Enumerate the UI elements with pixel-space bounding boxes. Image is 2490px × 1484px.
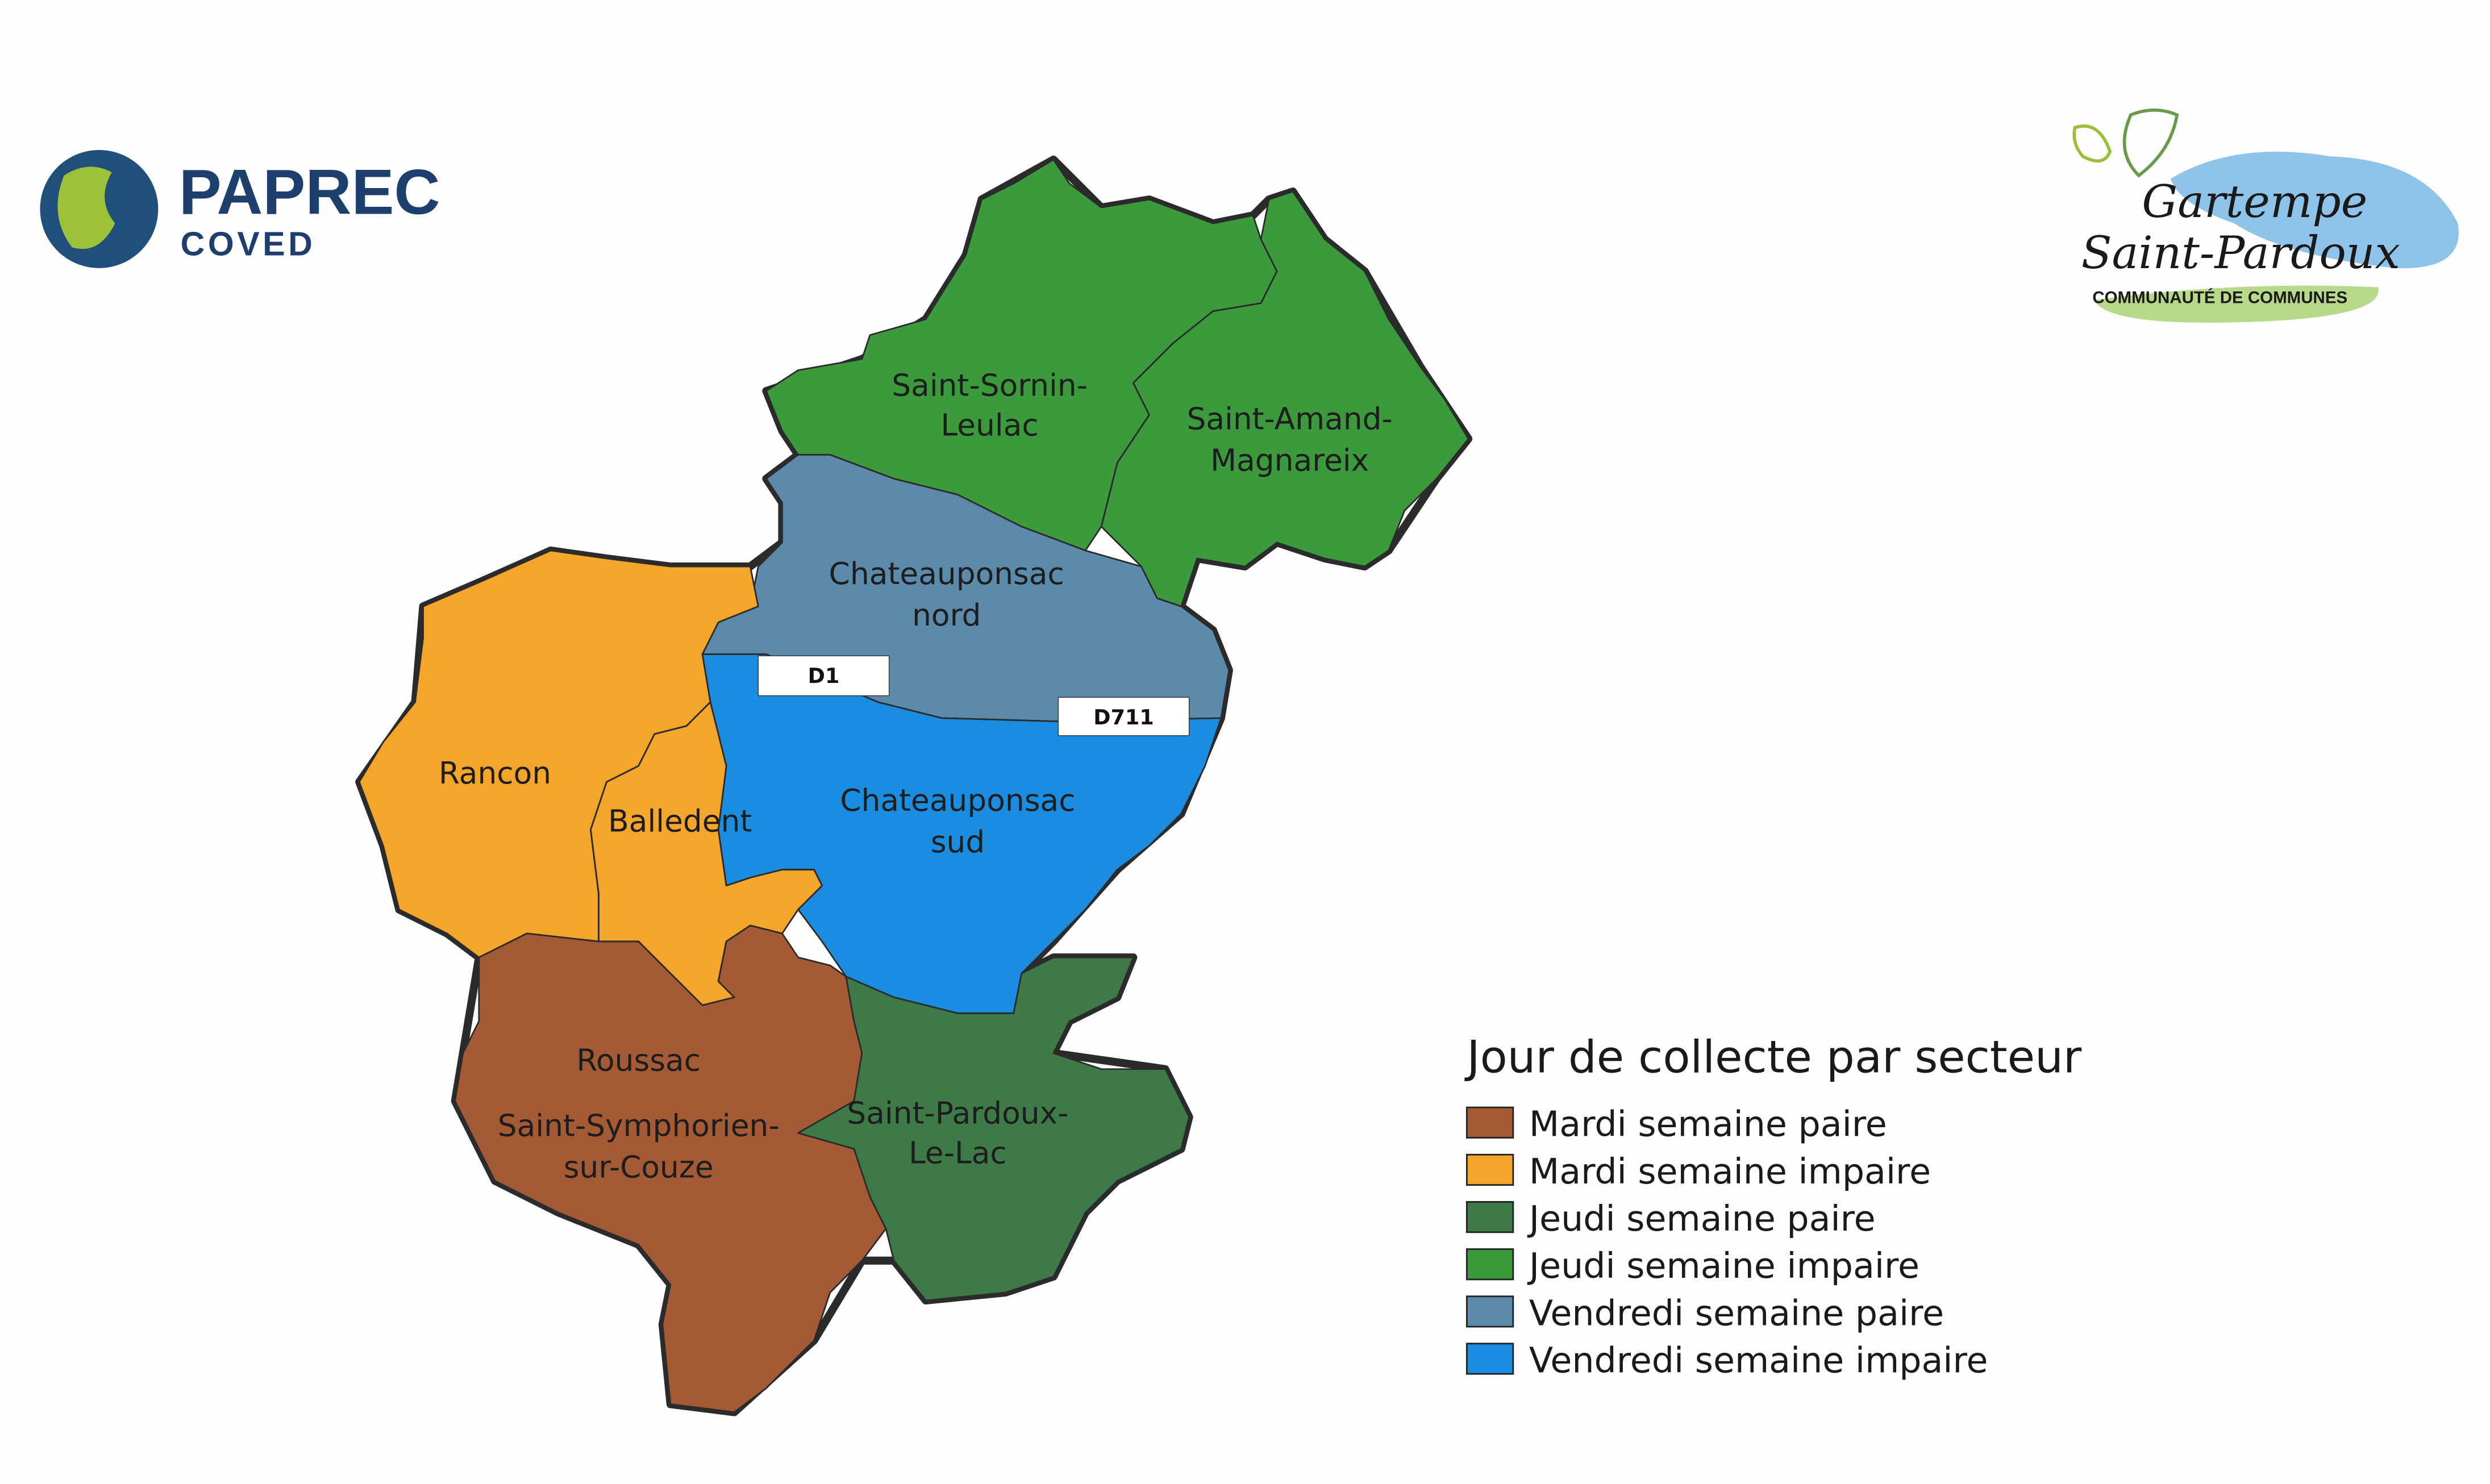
label-saint-sornin-leulac-1: Saint-Sornin- <box>892 368 1088 403</box>
legend-label: Vendredi semaine paire <box>1529 1293 1944 1333</box>
paprec-logo-text: PAPREC <box>179 156 440 227</box>
legend-label: Vendredi semaine impaire <box>1529 1340 1988 1381</box>
legend-swatch <box>1465 1153 1514 1186</box>
legend-label: Jeudi semaine paire <box>1527 1198 1876 1239</box>
label-chateauponsac-nord-1: Chateauponsac <box>829 556 1064 591</box>
paprec-logo: PAPREC COVED <box>40 150 440 268</box>
road-label-d1: D1 <box>757 655 890 697</box>
gartempe-logo: Gartempe Saint-Pardoux COMMUNAUTÉ DE COM… <box>2072 108 2459 323</box>
legend-title: Jour de collecte par secteur <box>1464 1031 2082 1083</box>
sector-saint-pardoux-le-lac <box>797 956 1190 1302</box>
label-chateauponsac-sud-1: Chateauponsac <box>840 782 1075 818</box>
paprec-logo-leaf-icon <box>57 166 115 249</box>
legend-label: Mardi semaine impaire <box>1529 1151 1931 1192</box>
gartempe-logo-grass <box>2094 285 2379 323</box>
leaf-icon <box>2122 108 2179 178</box>
legend-item: Jeudi semaine paire <box>1465 1198 1876 1239</box>
label-saint-pardoux-2: Le-Lac <box>909 1135 1007 1170</box>
sector-saint-amand-magnareix <box>1100 190 1469 607</box>
legend-swatch <box>1465 1343 1514 1375</box>
legend-swatch <box>1465 1248 1514 1281</box>
legend-swatch <box>1465 1295 1514 1328</box>
label-saint-amand-magnareix-2: Magnareix <box>1210 443 1369 478</box>
legend-item: Mardi semaine impaire <box>1465 1151 1931 1192</box>
legend-item: Jeudi semaine impaire <box>1465 1245 1919 1286</box>
legend-item: Vendredi semaine paire <box>1465 1293 1944 1333</box>
gartempe-logo-subtext: COMMUNAUTÉ DE COMMUNES <box>2092 288 2347 307</box>
sector-map: D1 D711 Saint-Sornin- Leulac Saint-Amand… <box>355 155 1473 1416</box>
legend-label: Mardi semaine paire <box>1529 1104 1887 1145</box>
gartempe-logo-cloud <box>2170 151 2459 269</box>
legend-swatch <box>1465 1106 1514 1139</box>
legend-label: Jeudi semaine impaire <box>1527 1245 1919 1286</box>
paprec-logo-subtext: COVED <box>181 226 316 262</box>
label-saint-symphorien-1: Saint-Symphorien- <box>498 1108 780 1144</box>
label-roussac: Roussac <box>576 1043 701 1078</box>
legend-item: Vendredi semaine impaire <box>1465 1340 1988 1381</box>
label-saint-sornin-leulac-2: Leulac <box>940 407 1038 443</box>
gartempe-logo-line2: Saint-Pardoux <box>2081 227 2400 279</box>
label-rancon: Rancon <box>439 755 551 791</box>
road-label-d711: D711 <box>1057 697 1190 736</box>
label-chateauponsac-nord-2: nord <box>912 597 981 633</box>
leaf-icon <box>2072 124 2112 163</box>
legend-swatch <box>1465 1201 1514 1233</box>
legend-item: Mardi semaine paire <box>1465 1104 1887 1145</box>
label-saint-symphorien-2: sur-Couze <box>564 1149 714 1185</box>
label-balledent: Balledent <box>608 803 752 839</box>
gartempe-logo-line1: Gartempe <box>2142 176 2367 228</box>
legend: Jour de collecte par secteur Mardi semai… <box>1464 1031 2082 1381</box>
label-saint-amand-magnareix-1: Saint-Amand- <box>1186 401 1392 437</box>
label-chateauponsac-sud-2: sud <box>931 824 985 860</box>
road-d711-text: D711 <box>1093 705 1154 730</box>
road-d1-text: D1 <box>808 664 840 688</box>
label-saint-pardoux-1: Saint-Pardoux- <box>847 1095 1068 1131</box>
